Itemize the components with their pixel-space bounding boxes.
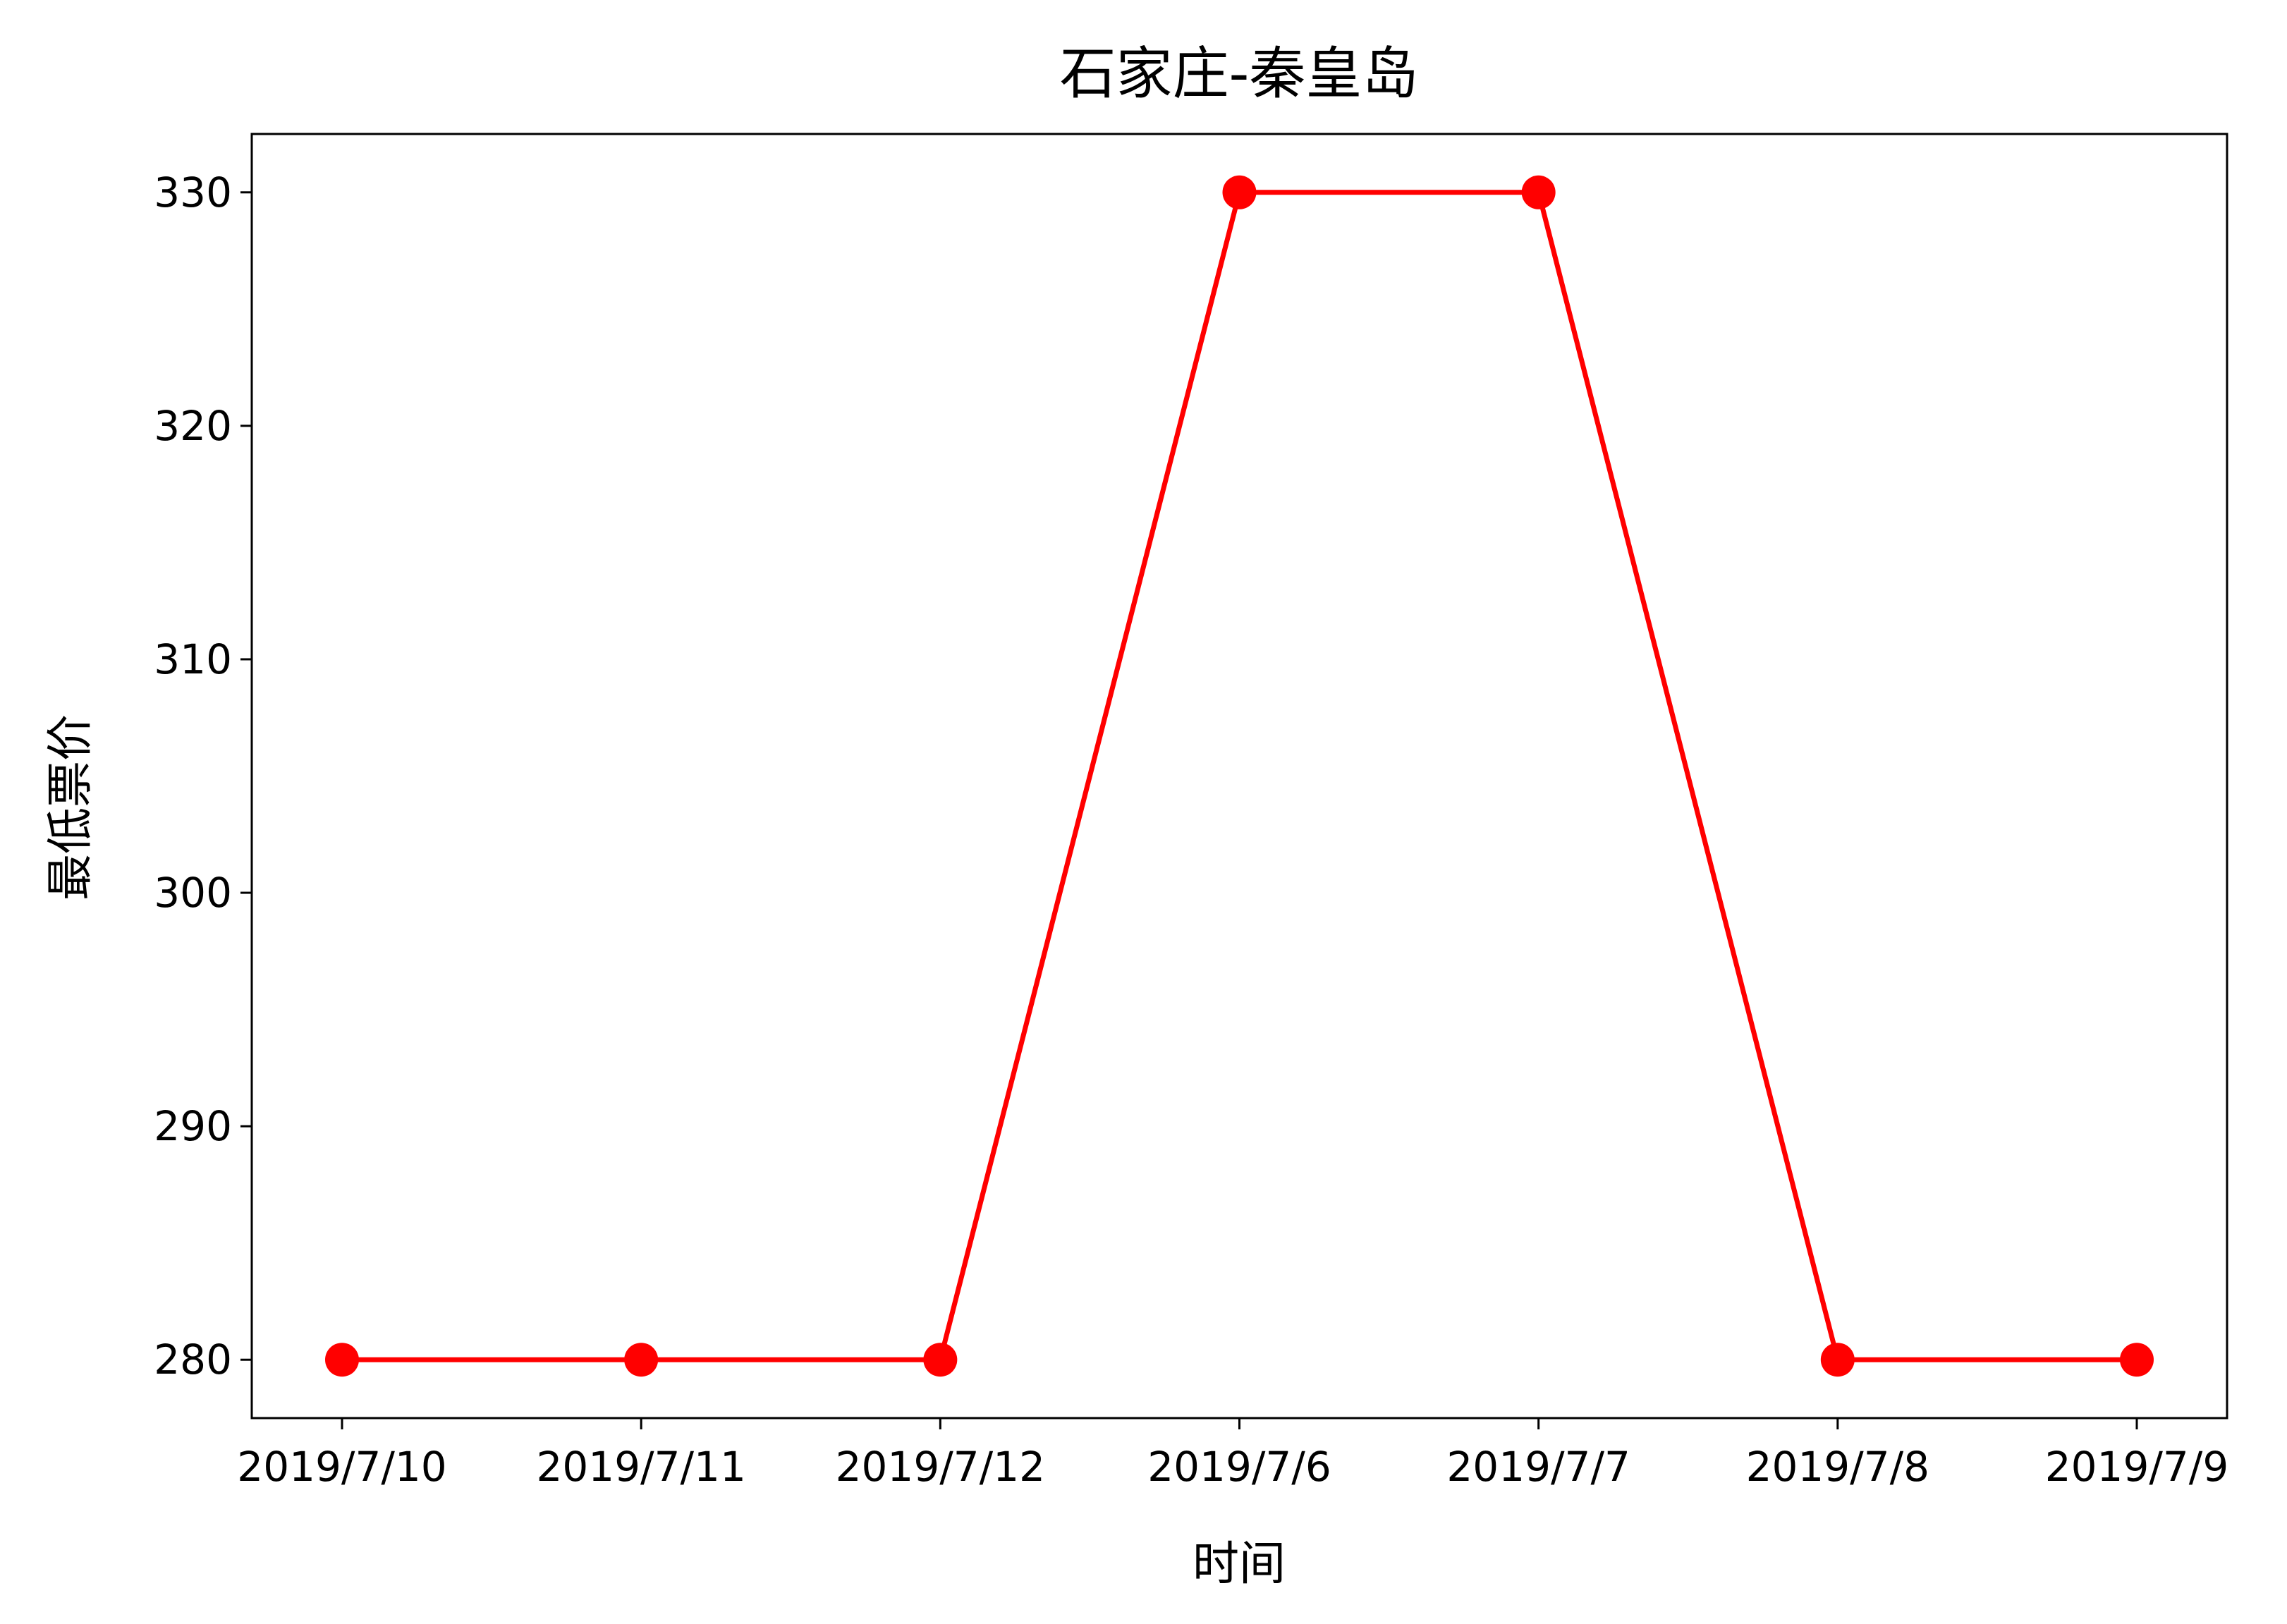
x-axis-label: 时间 — [1193, 1537, 1286, 1591]
y-axis-label: 最低票价 — [43, 714, 97, 900]
x-tick-label: 2019/7/12 — [836, 1443, 1045, 1491]
data-point — [1222, 175, 1257, 209]
data-point — [624, 1343, 659, 1377]
x-tick-label: 2019/7/9 — [2045, 1443, 2229, 1491]
plot-frame — [250, 133, 2228, 1420]
data-point — [1521, 175, 1556, 209]
y-tick-label: 280 — [154, 1336, 232, 1384]
x-tick-label: 2019/7/7 — [1446, 1443, 1630, 1491]
chart-title: 石家庄-秦皇岛 — [1060, 41, 1419, 106]
y-tick-label: 320 — [154, 402, 232, 450]
data-point — [1820, 1343, 1855, 1377]
series-line — [342, 190, 2137, 1362]
plot-area: 280 290 300 310 320 330 2019/7/10 2019/7/11 2019… — [154, 133, 2229, 1491]
y-tick-label: 300 — [154, 869, 232, 917]
x-tick-label: 2019/7/11 — [536, 1443, 745, 1491]
data-point — [923, 1343, 958, 1377]
x-tick-label: 2019/7/8 — [1746, 1443, 1930, 1491]
y-tick-label: 310 — [154, 635, 232, 683]
x-tick-label: 2019/7/10 — [237, 1443, 446, 1491]
x-tick-label: 2019/7/6 — [1147, 1443, 1331, 1491]
y-tick-label: 330 — [154, 169, 232, 216]
data-point — [2120, 1343, 2154, 1377]
data-point — [325, 1343, 359, 1377]
y-tick-label: 290 — [154, 1102, 232, 1150]
